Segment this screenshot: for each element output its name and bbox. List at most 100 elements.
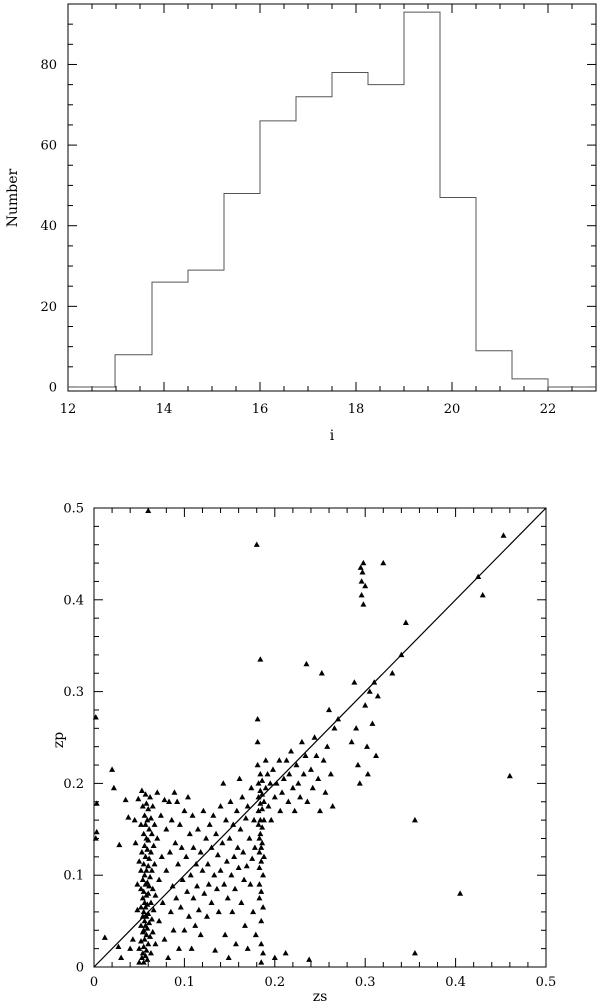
scatter-point: [145, 862, 152, 869]
scatter-point: [258, 917, 265, 924]
scatter-point: [259, 839, 266, 846]
scatter-point: [240, 849, 247, 855]
scatter-point: [115, 943, 122, 950]
scatter-point: [380, 559, 387, 566]
scatter-point: [241, 876, 248, 882]
scatter-point: [256, 835, 263, 841]
scatter-point: [217, 803, 224, 809]
scatter-point: [185, 793, 192, 800]
scatter-point: [398, 651, 405, 658]
scatter-point: [235, 864, 242, 871]
scatter-point: [116, 841, 123, 848]
scatter-point: [138, 922, 145, 928]
scatter-point: [141, 842, 148, 849]
scatter-point: [360, 601, 367, 607]
scatter-point: [222, 931, 229, 938]
scatter-point: [358, 578, 365, 584]
one-to-one-line: [93, 507, 547, 968]
scatter-point: [200, 807, 207, 814]
histogram-bars: [68, 11, 596, 388]
scatter-point: [255, 780, 262, 786]
scatter-point: [152, 892, 159, 898]
y-tick-label: 0: [49, 380, 57, 395]
scatter-point: [154, 835, 161, 841]
scatter-point: [145, 837, 152, 843]
scatter-point: [147, 950, 154, 956]
scatter-point: [225, 954, 232, 961]
scatter-point: [168, 816, 175, 823]
scatter-point: [255, 807, 262, 814]
scatter-point: [457, 890, 464, 896]
scatter-point: [139, 876, 146, 882]
scatter-point: [159, 899, 166, 905]
histogram-bin-12: [512, 379, 548, 387]
scatter-point: [161, 796, 168, 803]
scatter-point: [175, 945, 182, 951]
scatter-frame: [93, 507, 547, 968]
histogram-bin-7: [332, 73, 368, 387]
scatter-point: [506, 772, 513, 779]
scatter-point: [146, 855, 153, 861]
histogram-y-axis-label: Number: [5, 168, 21, 227]
scatter-point: [148, 830, 155, 837]
scatter-point: [475, 573, 482, 580]
scatter-point: [288, 748, 295, 754]
scatter-point: [315, 775, 322, 782]
x-tick-label: 0: [90, 975, 98, 990]
histogram-bin-6: [296, 97, 332, 387]
x-tick-label: 0.2: [264, 975, 285, 990]
scatter-point: [141, 917, 148, 924]
scatter-point: [144, 879, 151, 885]
y-tick-label: 0.1: [63, 869, 84, 884]
y-tick-label: 20: [40, 300, 57, 315]
scatter-point: [145, 805, 152, 812]
scatter-point: [143, 867, 150, 873]
scatter-point: [138, 904, 145, 910]
scatter-point: [251, 844, 258, 850]
scatter-point: [364, 771, 371, 777]
scatter-point: [141, 936, 148, 942]
scatter-point: [229, 908, 236, 915]
scatter-point: [141, 872, 148, 878]
scatter-point: [179, 876, 186, 882]
scatter-point: [217, 867, 224, 873]
scatter-point: [211, 872, 218, 878]
scatter-point: [269, 766, 276, 772]
scatter-point: [138, 954, 145, 961]
scatter-point: [257, 656, 264, 662]
scatter-point: [258, 858, 265, 864]
scatter-point: [122, 796, 129, 803]
scatter-point: [322, 789, 329, 795]
scatter-point: [167, 908, 174, 915]
scatter-point: [149, 885, 156, 892]
scatter-point: [150, 842, 157, 849]
scatter-point: [147, 899, 154, 905]
scatter-point: [221, 881, 228, 887]
scatter-point: [317, 807, 323, 814]
scatter-point: [142, 791, 149, 797]
scatter-point: [144, 846, 151, 852]
scatter-point: [260, 798, 267, 804]
scatter-point: [201, 890, 208, 896]
scatter-point: [197, 849, 204, 855]
scatter-point: [222, 816, 229, 823]
x-tick-label: 14: [156, 402, 173, 417]
scatter-point: [136, 858, 143, 864]
scatter-point: [127, 945, 134, 951]
scatter-point: [302, 752, 309, 759]
histogram-bin-8: [368, 85, 404, 387]
scatter-point: [148, 916, 155, 922]
scatter-point: [224, 894, 231, 901]
scatter-point: [249, 855, 256, 861]
histogram-y-tick-labels: 0 20 40 60 80: [40, 58, 57, 396]
histogram-bin-2: [152, 282, 188, 387]
scatter-point: [351, 679, 358, 685]
histogram-chart: 12 14 16 18 20 22 0 20 40 60 80 i Number: [5, 3, 597, 444]
scatter-point: [208, 899, 215, 905]
scatter-point: [134, 881, 141, 887]
scatter-point: [242, 815, 249, 821]
scatter-point: [205, 881, 212, 887]
histogram-bin-11: [476, 351, 512, 387]
scatter-point: [125, 814, 132, 820]
scatter-point: [143, 947, 150, 953]
